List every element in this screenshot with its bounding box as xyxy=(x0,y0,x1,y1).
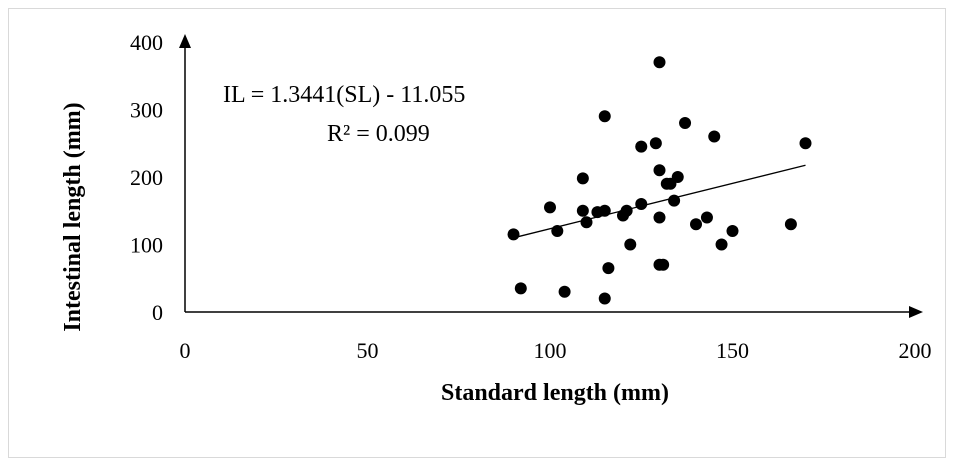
y-tick-labels: 0 100 200 300 400 xyxy=(130,30,163,325)
data-point xyxy=(668,194,681,207)
data-point xyxy=(624,238,637,251)
scatter-chart: 0 50 100 150 200 0 100 200 300 400 IL = 1.3441(S… xyxy=(60,30,932,406)
r-squared-label: R² = 0.099 xyxy=(327,121,430,147)
y-tick-label: 400 xyxy=(130,30,163,55)
data-point xyxy=(576,172,589,185)
data-point xyxy=(784,218,797,231)
y-tick-label: 300 xyxy=(130,98,163,123)
data-point xyxy=(558,285,571,298)
data-point xyxy=(671,171,684,183)
data-point xyxy=(799,137,812,150)
data-point xyxy=(690,218,702,231)
data-point xyxy=(580,216,593,229)
y-axis-arrowhead xyxy=(179,34,191,48)
x-tick-label: 150 xyxy=(716,338,749,363)
x-axis-arrowhead xyxy=(909,306,923,318)
data-point xyxy=(620,204,633,217)
data-point xyxy=(657,258,670,271)
x-tick-label: 100 xyxy=(534,338,567,363)
data-point xyxy=(715,238,728,251)
data-point xyxy=(635,198,648,210)
data-point xyxy=(653,164,666,177)
y-tick-label: 200 xyxy=(130,165,163,190)
data-point xyxy=(576,204,589,217)
data-point xyxy=(598,110,611,123)
x-tick-label: 200 xyxy=(899,338,932,363)
data-point xyxy=(653,211,666,224)
data-point xyxy=(635,140,648,153)
chart-frame: 0 50 100 150 200 0 100 200 300 400 IL = 1.3441(S… xyxy=(8,8,946,458)
data-point xyxy=(726,225,739,237)
axes xyxy=(179,34,923,318)
trendline xyxy=(513,164,806,239)
x-axis-title: Standard length (mm) xyxy=(441,380,669,406)
y-tick-label: 100 xyxy=(130,233,163,258)
data-point xyxy=(551,225,564,237)
data-point xyxy=(514,282,527,295)
data-point xyxy=(598,204,611,217)
x-tick-label: 50 xyxy=(357,338,379,363)
x-tick-labels: 0 50 100 150 200 xyxy=(180,338,932,363)
data-point xyxy=(507,228,520,241)
y-axis-title: Intestinal length (mm) xyxy=(60,102,86,331)
data-point xyxy=(544,201,556,214)
x-tick-label: 0 xyxy=(180,338,191,363)
data-point xyxy=(602,262,615,275)
data-point xyxy=(700,211,713,224)
data-point xyxy=(653,56,666,69)
data-point xyxy=(649,137,662,150)
y-tick-label: 0 xyxy=(152,300,163,325)
data-points xyxy=(507,56,812,305)
trendline-equation: IL = 1.3441(SL) - 11.055 xyxy=(223,82,465,108)
data-point xyxy=(708,130,721,143)
data-point xyxy=(598,292,611,305)
data-point xyxy=(679,117,692,129)
